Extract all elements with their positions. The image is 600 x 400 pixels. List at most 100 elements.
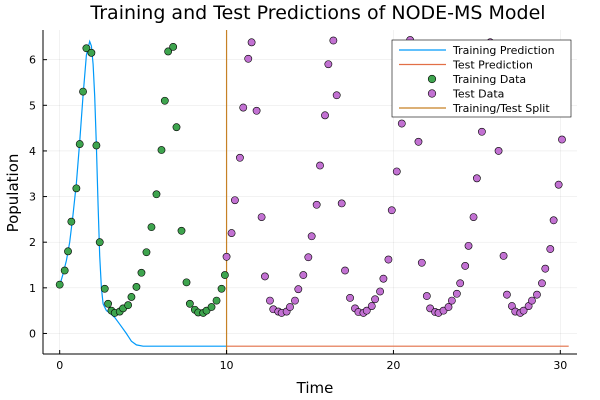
test-data-point xyxy=(456,279,465,288)
test-data-point xyxy=(324,60,333,69)
training-data-point xyxy=(172,123,181,132)
test-data-point xyxy=(316,161,324,170)
test-data-point xyxy=(414,137,423,146)
legend-label-test-prediction: Test Prediction xyxy=(452,59,533,72)
test-data-point xyxy=(247,38,256,47)
test-data-point xyxy=(546,245,555,253)
test-data-point xyxy=(472,174,481,183)
training-data-point xyxy=(160,96,169,105)
training-data-point xyxy=(82,44,91,53)
y-tick-label: 4 xyxy=(29,145,36,158)
test-data-point xyxy=(494,147,503,155)
training-data-point xyxy=(207,303,216,311)
x-axis-label: Time xyxy=(296,379,334,397)
training-data-point xyxy=(220,271,229,279)
training-data-point xyxy=(95,238,104,247)
test-data-point xyxy=(528,296,536,305)
training-data-point xyxy=(87,48,96,57)
test-data-point xyxy=(469,213,478,221)
legend-box xyxy=(391,39,572,118)
legend-marker-test-data xyxy=(427,89,437,98)
training-data-point xyxy=(104,299,112,308)
test-data-point xyxy=(499,251,508,260)
test-data-point xyxy=(257,213,266,221)
training-data-point xyxy=(55,280,64,289)
test-data-point xyxy=(307,232,316,241)
training-data-point xyxy=(157,146,166,154)
test-data-point xyxy=(397,119,406,128)
test-data-point xyxy=(222,252,231,261)
test-data-point xyxy=(239,103,248,112)
training-data-point xyxy=(147,223,156,232)
training-data-point xyxy=(177,226,186,235)
training-data-point xyxy=(92,141,101,150)
test-data-point xyxy=(341,266,349,275)
training-data-point xyxy=(217,284,226,293)
test-data-point xyxy=(266,296,274,305)
test-data-point xyxy=(371,295,379,304)
test-data-point xyxy=(477,127,486,136)
test-data-point xyxy=(379,274,388,283)
legend-label-test-data: Test Data xyxy=(452,88,504,101)
training-data-point xyxy=(124,301,133,310)
test-data-point xyxy=(367,302,376,310)
legend-label-training-data: Training Data xyxy=(452,73,526,86)
test-data-point xyxy=(549,216,558,225)
test-data-point xyxy=(558,135,566,144)
training-data-point xyxy=(152,190,161,199)
test-data-point xyxy=(503,290,511,299)
test-data-point xyxy=(236,153,244,162)
legend-label-training-prediction: Training Prediction xyxy=(452,44,555,57)
y-tick-label: 0 xyxy=(29,327,36,340)
test-data-point xyxy=(538,279,546,288)
test-data-point xyxy=(227,229,236,237)
x-tick-label: 0 xyxy=(56,359,63,372)
training-data-point xyxy=(60,266,69,275)
test-data-point xyxy=(329,36,338,45)
training-data-point xyxy=(142,248,151,257)
x-tick-label: 30 xyxy=(553,359,567,372)
test-data-point xyxy=(291,296,299,305)
training-data-point xyxy=(132,283,141,291)
legend-marker-training-data xyxy=(427,74,437,84)
test-data-point xyxy=(244,54,253,63)
test-data-point xyxy=(299,271,308,279)
training-data-point xyxy=(64,247,72,256)
test-data-point xyxy=(286,303,294,311)
test-data-point xyxy=(252,106,261,115)
test-data-point xyxy=(346,293,354,302)
test-data-point xyxy=(312,200,321,209)
y-tick-label: 3 xyxy=(29,191,36,204)
test-data-point xyxy=(321,111,329,120)
y-tick-label: 2 xyxy=(29,236,36,249)
test-data-point xyxy=(304,253,313,262)
training-data-point xyxy=(127,293,136,301)
legend-label-training-test-split: Training/Test Split xyxy=(452,102,550,115)
test-data-point xyxy=(294,285,303,294)
axes: 0 10 20 30 0 1 2 3 4 5 6 xyxy=(29,30,577,372)
training-prediction-line xyxy=(59,39,227,347)
test-data-point xyxy=(464,241,473,250)
test-data-point xyxy=(533,290,541,299)
training-data-point xyxy=(72,184,81,193)
test-data-point xyxy=(417,258,426,267)
test-data-point xyxy=(444,303,453,311)
test-data-point xyxy=(362,306,371,315)
plot-area xyxy=(55,30,571,354)
test-data-point xyxy=(554,180,563,189)
test-data-point xyxy=(332,91,341,100)
test-data-point xyxy=(384,255,393,264)
training-data-point xyxy=(212,296,221,305)
training-data-point xyxy=(137,268,146,277)
test-data-point xyxy=(452,289,461,298)
test-data-point xyxy=(387,206,396,215)
y-tick-label: 6 xyxy=(29,54,36,67)
training-data-point xyxy=(169,42,178,51)
training-data-point xyxy=(79,87,87,96)
test-data-point xyxy=(422,292,431,300)
training-data-point xyxy=(182,278,191,287)
training-data-point xyxy=(67,217,76,226)
training-data-point xyxy=(164,47,173,56)
